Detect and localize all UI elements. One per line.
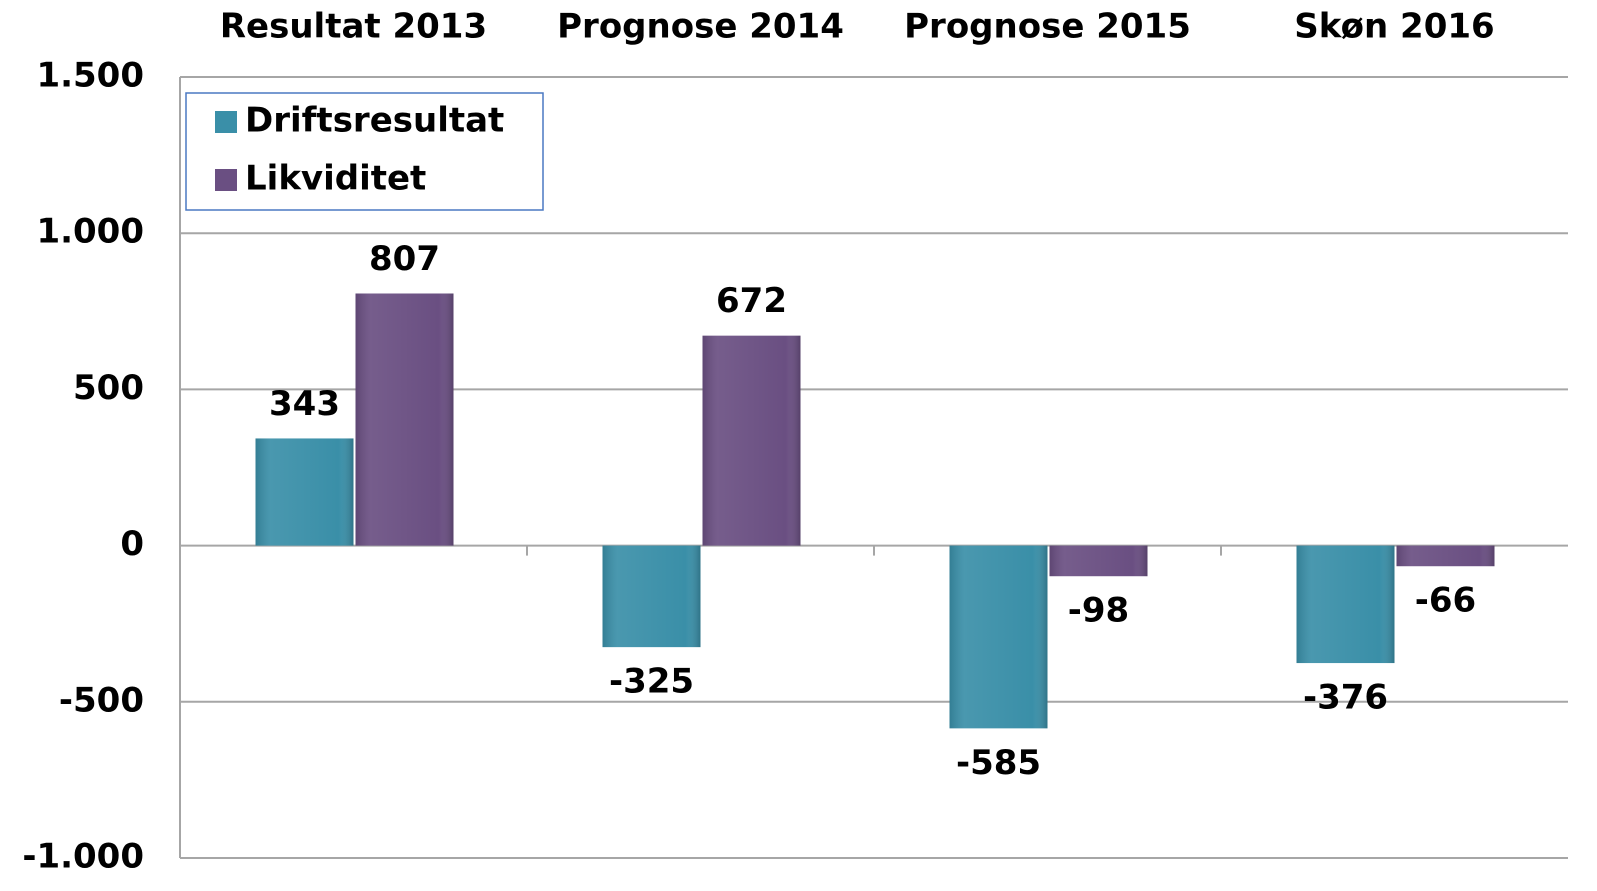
data-label: 343 <box>269 384 340 424</box>
bar-shade <box>949 545 1048 729</box>
y-tick-label: 0 <box>120 524 144 564</box>
legend-box <box>185 92 544 211</box>
bar-shade <box>1049 545 1148 577</box>
data-label: -376 <box>1303 678 1388 718</box>
legend-swatch <box>215 111 237 133</box>
data-label: -325 <box>609 662 694 702</box>
legend-label: Likviditet <box>245 159 426 199</box>
data-label: -66 <box>1415 581 1476 621</box>
legend-label: Driftsresultat <box>245 101 504 141</box>
data-label: 807 <box>369 239 440 279</box>
y-tick-label: -500 <box>59 680 144 720</box>
bar-shade <box>1396 545 1495 567</box>
category-label: Prognose 2015 <box>904 7 1191 47</box>
bar-shade <box>255 438 354 546</box>
bar-shade <box>355 293 454 546</box>
data-label: -98 <box>1068 591 1129 631</box>
y-tick-label: 1.500 <box>36 56 144 96</box>
y-tick-label: 1.000 <box>36 212 144 252</box>
y-tick-label: -1.000 <box>22 837 144 877</box>
data-label: 672 <box>716 281 787 321</box>
bar-shade <box>602 545 701 648</box>
bar-shade <box>1296 545 1395 664</box>
legend-swatch <box>215 169 237 191</box>
category-label: Resultat 2013 <box>220 7 487 47</box>
data-label: -585 <box>956 743 1041 783</box>
category-label: Prognose 2014 <box>557 7 844 47</box>
category-label: Skøn 2016 <box>1294 7 1494 47</box>
y-tick-label: 500 <box>73 368 144 408</box>
bar-shade <box>702 335 801 546</box>
